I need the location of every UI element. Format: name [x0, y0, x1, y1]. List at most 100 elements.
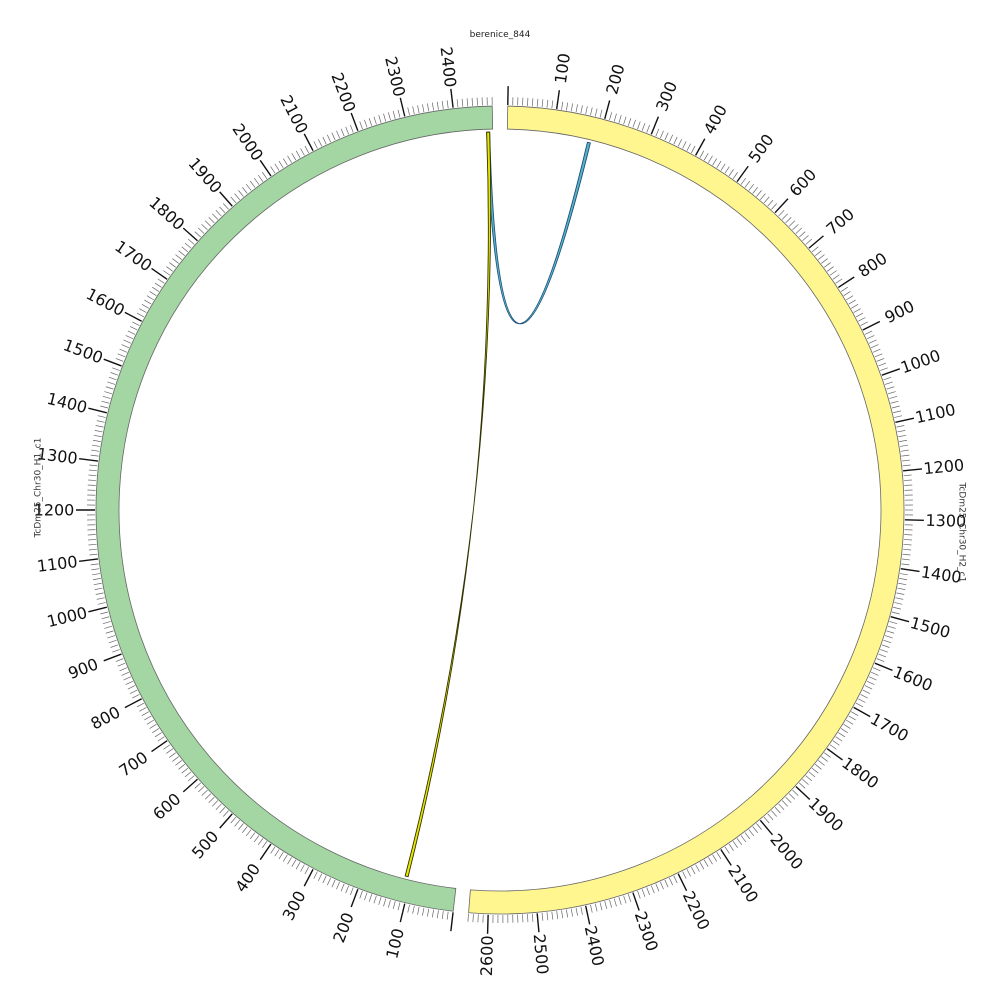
minor-tick: [899, 444, 908, 447]
minor-tick: [274, 849, 280, 857]
minor-tick: [811, 767, 819, 774]
minor-tick: [609, 899, 612, 908]
minor-tick: [234, 193, 240, 200]
minor-tick: [441, 101, 444, 110]
minor-tick: [880, 367, 888, 371]
minor-tick: [169, 752, 176, 758]
tick-label: 800: [855, 249, 891, 282]
minor-tick: [472, 914, 474, 923]
minor-tick: [282, 158, 288, 166]
minor-tick: [531, 913, 534, 922]
ideogram-TcDm25_Chr30_H1_c1: [95, 105, 494, 912]
minor-tick: [467, 913, 469, 922]
minor-tick: [373, 895, 377, 904]
minor-tick: [851, 304, 859, 309]
minor-tick: [862, 689, 871, 694]
minor-tick: [436, 101, 439, 110]
minor-tick: [805, 238, 813, 245]
major-tick: [862, 320, 881, 331]
minor-tick: [350, 887, 354, 896]
major-tick: [151, 267, 168, 280]
minor-tick: [102, 396, 111, 399]
minor-tick: [350, 124, 354, 133]
minor-tick: [903, 539, 912, 541]
tick-label: 2300: [381, 54, 409, 98]
minor-tick: [92, 573, 101, 576]
tick-label: 1100: [36, 552, 79, 576]
minor-tick: [781, 213, 788, 220]
minor-tick: [417, 906, 420, 915]
minor-tick: [300, 148, 305, 156]
minor-tick: [805, 775, 813, 782]
major-tick: [303, 133, 314, 152]
minor-tick: [107, 381, 116, 385]
major-tick: [555, 90, 561, 110]
minor-tick: [902, 464, 911, 467]
minor-tick: [336, 130, 340, 139]
minor-tick: [313, 871, 318, 879]
minor-tick: [798, 231, 806, 238]
minor-tick: [238, 190, 244, 197]
minor-tick: [101, 400, 110, 404]
major-tick: [881, 368, 901, 376]
minor-tick: [752, 187, 758, 194]
minor-tick: [178, 764, 186, 770]
minor-tick: [541, 912, 544, 921]
minor-tick: [89, 464, 98, 467]
minor-tick: [201, 789, 208, 796]
major-tick: [736, 165, 749, 183]
minor-tick: [903, 543, 912, 546]
minor-tick: [136, 702, 145, 708]
minor-tick: [546, 99, 549, 108]
major-tick: [103, 358, 122, 367]
minor-tick: [546, 912, 549, 921]
minor-tick: [527, 914, 529, 923]
minor-tick: [184, 771, 192, 778]
minor-tick: [618, 115, 622, 123]
minor-tick: [88, 539, 97, 541]
minor-tick: [100, 611, 109, 615]
minor-tick: [88, 469, 97, 472]
minor-tick: [575, 104, 578, 113]
minor-tick: [832, 740, 840, 746]
major-tick: [79, 558, 99, 562]
major-tick: [350, 112, 359, 132]
minor-tick: [125, 680, 134, 685]
minor-tick: [627, 118, 632, 126]
minor-tick: [331, 879, 336, 888]
minor-tick: [682, 871, 687, 879]
minor-tick: [169, 262, 176, 268]
minor-tick: [222, 203, 229, 210]
major-tick: [900, 568, 920, 573]
major-tick: [182, 227, 198, 242]
minor-tick: [392, 110, 396, 119]
minor-tick: [104, 391, 113, 395]
minor-tick: [88, 474, 97, 477]
minor-tick: [843, 724, 851, 729]
minor-tick: [594, 903, 598, 912]
minor-tick: [637, 121, 641, 130]
minor-tick: [257, 838, 264, 846]
tick-label: 900: [66, 654, 101, 683]
figure-title: berenice_844: [469, 30, 531, 40]
minor-tick: [788, 793, 796, 800]
minor-tick: [594, 108, 598, 117]
minor-tick: [300, 864, 305, 872]
minor-tick: [566, 909, 569, 918]
minor-tick: [368, 894, 373, 902]
minor-tick: [234, 820, 240, 827]
minor-tick: [230, 816, 237, 824]
tick-label: 1600: [890, 662, 935, 695]
minor-tick: [551, 911, 554, 920]
minor-tick: [146, 295, 154, 301]
minor-tick: [317, 873, 323, 882]
minor-tick: [392, 901, 396, 910]
minor-tick: [144, 715, 152, 721]
minor-tick: [826, 266, 834, 272]
minor-tick: [899, 439, 908, 442]
minor-tick: [253, 835, 260, 843]
minor-tick: [304, 866, 310, 875]
tick-label: 1200: [34, 501, 75, 520]
major-tick: [450, 912, 454, 932]
